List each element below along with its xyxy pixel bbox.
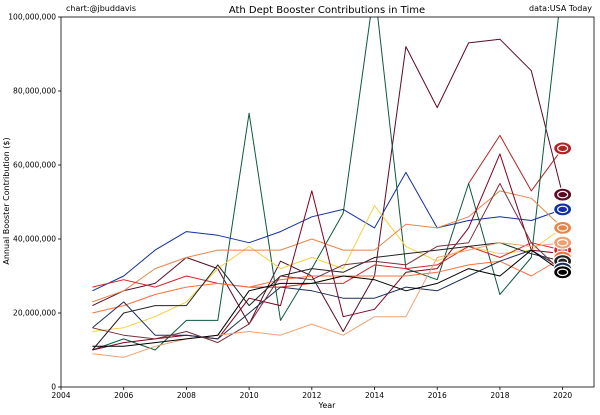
y-tick-label: 60,000,000 — [13, 161, 56, 170]
series-line-8 — [92, 242, 563, 288]
series-line-6 — [92, 190, 563, 303]
georgia-logo — [553, 141, 573, 156]
plot-area: 2004 2006 2008 2010 2012 2014 2016 2018 2020 020… — [8, 13, 595, 400]
x-axis-label: Year — [318, 401, 337, 410]
x-tick-label: 2014 — [365, 391, 384, 400]
y-tick-label: 80,000,000 — [13, 87, 56, 96]
series-line-9 — [92, 257, 563, 314]
series-layer — [92, 17, 564, 358]
series-line-13 — [92, 242, 563, 358]
series-line-3 — [92, 17, 559, 351]
texas-am-logo — [553, 202, 573, 217]
chart-title: Ath Dept Booster Contributions in Time — [229, 5, 425, 16]
series-line-12 — [92, 183, 563, 344]
series-line-4 — [92, 171, 563, 292]
penn-state-logo — [553, 265, 573, 280]
y-tick-label: 20,000,000 — [13, 309, 56, 318]
x-tick-label: 2020 — [553, 391, 572, 400]
series-line-10 — [92, 242, 563, 351]
y-tick-label: 0 — [51, 383, 56, 392]
x-axis-ticks: 2004 2006 2008 2010 2012 2014 2016 2018 2020 — [51, 387, 572, 400]
right-credit: data:USA Today — [529, 4, 592, 13]
x-tick-label: 2016 — [428, 391, 447, 400]
x-tick-label: 2008 — [177, 391, 196, 400]
series-line-5 — [92, 205, 563, 332]
florida-logo — [553, 235, 573, 250]
x-tick-label: 2004 — [51, 391, 70, 400]
logo-layer — [553, 141, 573, 280]
series-line-1 — [468, 134, 564, 192]
series-line-14 — [92, 249, 563, 347]
left-credit: chart:@jbuddavis — [66, 4, 136, 13]
x-tick-label: 2010 — [240, 391, 259, 400]
y-axis-ticks: 0 20,000,000 40,000,000 60,000,000 80,000,00… — [8, 13, 61, 392]
auburn-logo — [553, 187, 573, 202]
plot-frame — [60, 16, 595, 388]
x-tick-label: 2018 — [490, 391, 509, 400]
y-axis-label: Annual Booster Contribution ($) — [2, 137, 11, 264]
tennessee-logo — [553, 220, 573, 235]
y-tick-label: 40,000,000 — [13, 235, 56, 244]
y-tick-label: 100,000,000 — [8, 13, 56, 22]
x-tick-label: 2006 — [114, 391, 133, 400]
series-line-7 — [92, 153, 563, 351]
x-tick-label: 2012 — [302, 391, 321, 400]
series-line-2 — [92, 38, 564, 332]
